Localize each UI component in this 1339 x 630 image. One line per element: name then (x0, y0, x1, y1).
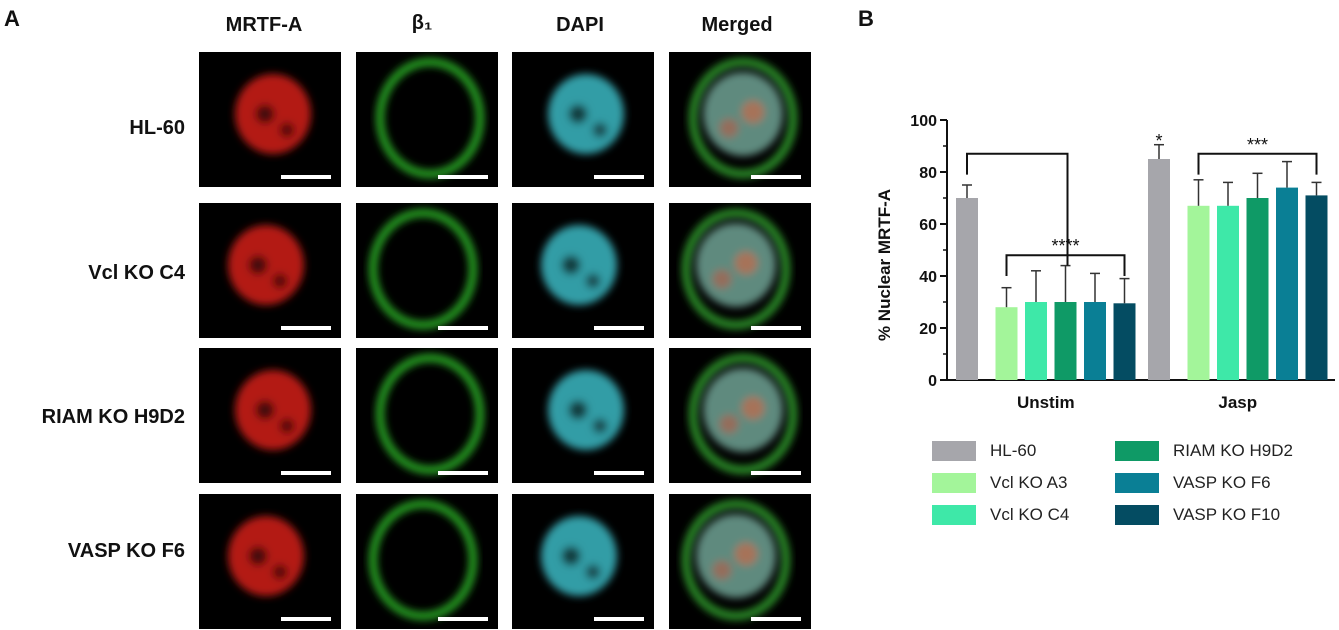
column-header-beta1: β₁ (411, 12, 433, 34)
scale-bar (594, 617, 644, 621)
micrograph-beta1 (356, 52, 498, 187)
bar-hl-60-jasp (1148, 159, 1170, 380)
legend-item: HL-60 (932, 440, 1036, 462)
row-label-vcl-ko-c4: Vcl KO C4 (88, 262, 185, 284)
panel-a-letter: A (4, 6, 20, 31)
micrograph-dapi (512, 52, 654, 187)
scale-bar (594, 326, 644, 330)
y-axis: 0 20 40 60 80 100 (910, 113, 1335, 390)
scale-bar (281, 326, 331, 330)
y-tick-label: 80 (919, 165, 937, 182)
legend-item: VASP KO F10 (1115, 504, 1280, 526)
scale-bar (438, 175, 488, 179)
legend-label: VASP KO F6 (1173, 473, 1271, 492)
legend-item: RIAM KO H9D2 (1115, 440, 1293, 462)
panel-b-letter: B (858, 6, 874, 31)
column-header-merged: Merged (701, 14, 773, 36)
scale-bar (438, 617, 488, 621)
row-label-hl60: HL-60 (129, 117, 185, 139)
bar-vasp-ko-f6-jasp (1276, 187, 1298, 380)
bar-vcl-ko-c4-jasp (1217, 205, 1239, 380)
micrograph-merged (669, 52, 811, 187)
legend-swatch (1115, 505, 1159, 525)
scale-bar (751, 326, 801, 330)
y-tick-label: 100 (910, 113, 937, 130)
bracket-jasp-ko (1197, 152, 1318, 175)
scale-bar (751, 175, 801, 179)
bars (956, 143, 1328, 380)
scale-bar (594, 471, 644, 475)
bar-vcl-ko-c4-unstim (1025, 302, 1047, 380)
legend-swatch (932, 505, 976, 525)
micrograph-merged (669, 203, 811, 338)
micrograph-dapi (512, 494, 654, 629)
column-header-dapi: DAPI (556, 14, 604, 36)
legend-label: HL-60 (990, 441, 1037, 460)
legend-swatch (1115, 473, 1159, 493)
scale-bar (281, 175, 331, 179)
micrograph-mrtf-a (199, 52, 341, 187)
y-tick-label: 20 (919, 321, 937, 338)
bar-vasp-ko-f10-unstim (1113, 303, 1136, 380)
scale-bar (281, 471, 331, 475)
annotation-jasp-hl60: * (1155, 131, 1162, 151)
x-tick-label-unstim: Unstim (1017, 393, 1075, 412)
legend-item: VASP KO F6 (1115, 472, 1271, 494)
y-tick-label: 40 (919, 269, 937, 286)
row-label-riam-ko-h9d2: RIAM KO H9D2 (41, 406, 185, 428)
scale-bar (438, 326, 488, 330)
legend-swatch (932, 441, 976, 461)
bar-vcl-ko-a3-jasp (1187, 205, 1210, 380)
micrograph-beta1 (356, 494, 498, 629)
y-tick-label: 60 (919, 217, 937, 234)
micrograph-beta1 (356, 348, 498, 483)
legend-label: RIAM KO H9D2 (1173, 441, 1293, 460)
bar-riam-ko-h9d2-unstim (1054, 302, 1077, 380)
y-tick-label: 0 (928, 373, 937, 390)
micrograph-mrtf-a (199, 203, 341, 338)
legend-item: Vcl KO C4 (932, 504, 1069, 526)
legend-label: Vcl KO A3 (990, 473, 1068, 492)
bracket-unstim-ko (1005, 254, 1126, 276)
legend-swatch (1115, 441, 1159, 461)
x-tick-label-jasp: Jasp (1218, 393, 1257, 412)
legend-item: Vcl KO A3 (932, 472, 1067, 494)
y-axis-label: % Nuclear MRTF-A (875, 189, 894, 341)
micrograph-dapi (512, 203, 654, 338)
significance-annotations: ***** *** (966, 131, 1318, 276)
scale-bar (751, 617, 801, 621)
legend-label: VASP KO F10 (1173, 505, 1281, 524)
micrograph-merged (669, 494, 811, 629)
micrograph-dapi (512, 348, 654, 483)
micrograph-mrtf-a (199, 348, 341, 483)
bar-hl-60-unstim (956, 198, 978, 380)
row-label-vasp-ko-f6: VASP KO F6 (67, 540, 185, 562)
x-axis-labels: Unstim Jasp (1017, 393, 1257, 412)
annotation-jasp-ko: *** (1247, 135, 1268, 155)
bracket-unstim-hl60 (966, 152, 1069, 266)
bar-vasp-ko-f10-jasp (1305, 195, 1328, 380)
legend-swatch (932, 473, 976, 493)
annotation-unstim: **** (1051, 236, 1079, 256)
legend-label: Vcl KO C4 (990, 505, 1070, 524)
micrograph-mrtf-a (199, 494, 341, 629)
micrograph-beta1 (356, 203, 498, 338)
bar-vasp-ko-f6-unstim (1084, 302, 1106, 380)
scale-bar (438, 471, 488, 475)
micrograph-merged (669, 348, 811, 483)
scale-bar (281, 617, 331, 621)
bar-riam-ko-h9d2-jasp (1246, 198, 1269, 380)
scale-bar (594, 175, 644, 179)
scale-bar (751, 471, 801, 475)
bar-vcl-ko-a3-unstim (995, 307, 1018, 380)
column-header-mrtf-a: MRTF-A (225, 14, 303, 36)
